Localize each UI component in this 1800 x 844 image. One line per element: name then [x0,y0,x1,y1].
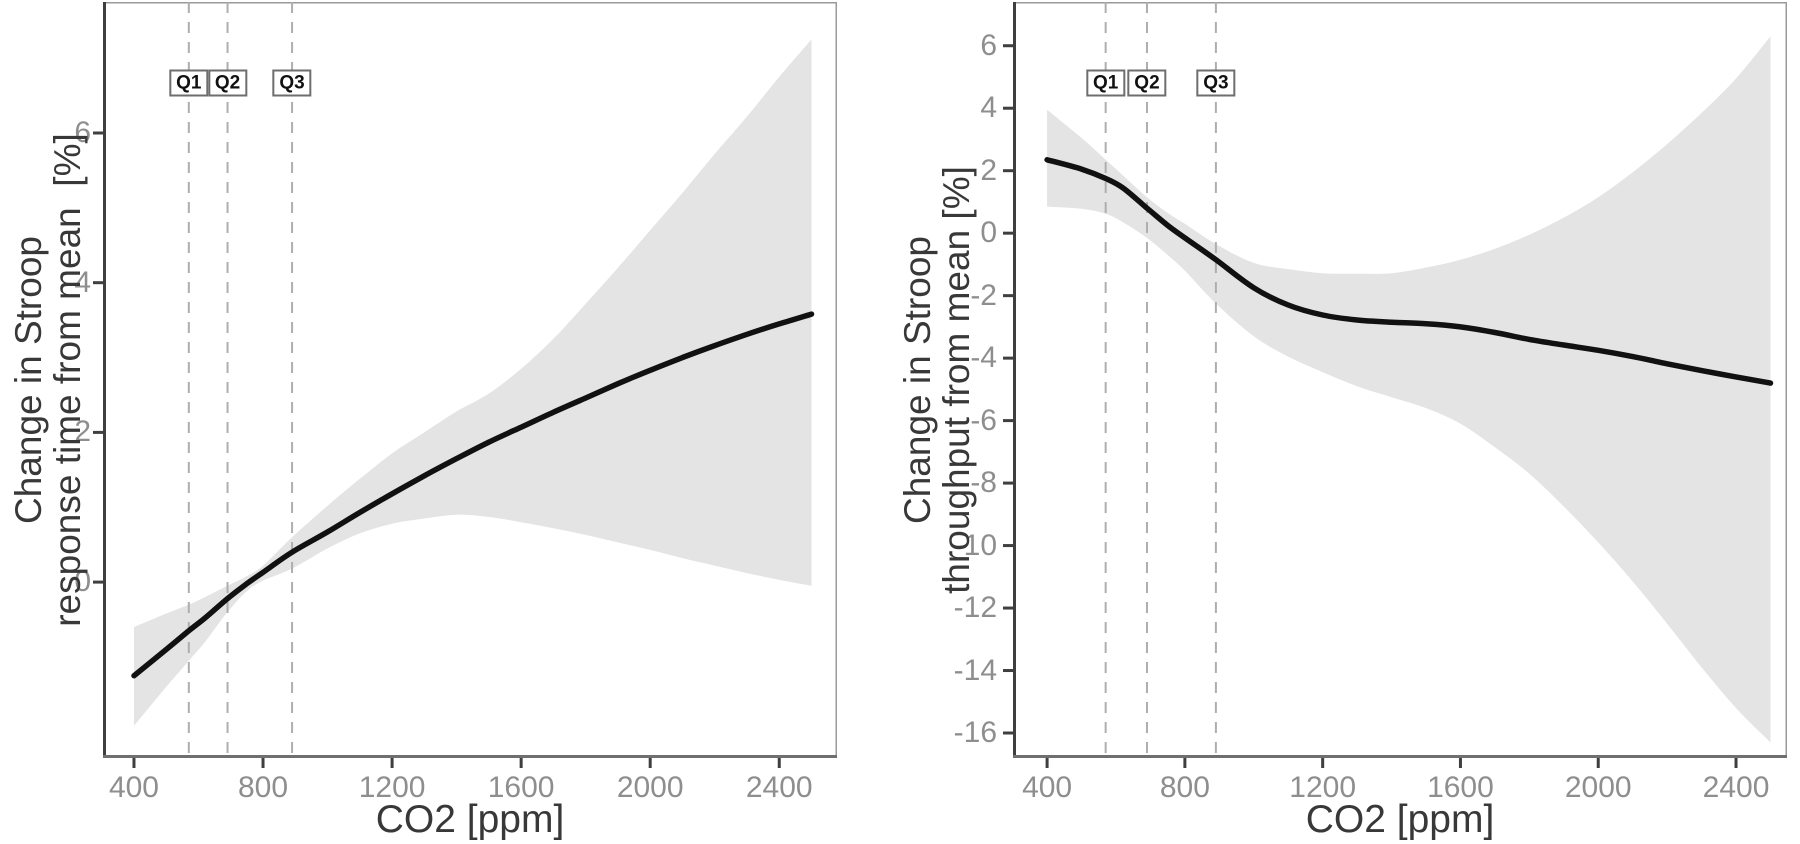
y-tick-label: -12 [953,591,997,625]
x-tick-label: 2000 [616,771,684,804]
y-tick-label: -2 [970,278,997,312]
quartile-label-q1: Q1 [1085,69,1126,97]
y-tick-label: 0 [74,565,91,599]
y-tick-label: 6 [980,28,997,62]
y-tick-label: 2 [980,153,997,187]
x-tick-label: 2000 [1564,771,1632,804]
quartile-label-q2: Q2 [1127,69,1167,97]
stroop-throughput-panel [1003,2,1787,768]
x-tick-label: 2400 [745,771,813,804]
x-tick-label: 1200 [358,771,426,804]
x-tick-label: 1600 [487,771,555,804]
y-tick-label: -16 [953,716,997,749]
y-axis-title: Change in Stroop throughput from mean [%] [897,166,977,594]
x-tick-label: 2400 [1702,771,1770,804]
x-tick-label: 800 [237,771,289,804]
confidence-ribbon [134,39,812,726]
quartile-label-q1: Q1 [169,69,209,97]
smooth-fit-line [1044,157,1774,386]
y-tick-label: 4 [74,265,91,299]
y-tick-label: -8 [970,466,997,500]
quartile-label-q2: Q2 [207,69,248,97]
y-axis-title-line: Change in Stroop [897,236,938,524]
y-tick-label: 6 [74,115,91,149]
quartile-label-q3: Q3 [1196,69,1236,97]
y-tick-label: -4 [970,341,997,375]
x-axis-title: CO2 [ppm] [1305,798,1495,841]
y-tick-label: -6 [970,403,997,437]
y-tick-label: 0 [980,216,997,250]
y-axis-title-line: response time from mean [%] [47,133,88,627]
x-tick-label: 1200 [1289,771,1357,804]
x-tick-label: 400 [108,771,159,804]
stroop-response-time-panel [93,2,837,768]
y-axis-title-line: throughput from mean [%] [936,166,977,594]
y-axis-title-line: Change in Stroop [8,236,49,524]
x-axis-title: CO2 [ppm] [375,798,565,841]
x-tick-label: 800 [1159,771,1210,804]
y-tick-label: -10 [953,528,997,562]
confidence-ribbon [1047,36,1771,743]
quartile-label-q3: Q3 [272,69,312,97]
y-tick-label: 4 [980,91,997,125]
y-tick-label: 2 [74,415,91,449]
y-axis-title: Change in Stroop response time from mean … [8,133,88,627]
x-tick-label: 1600 [1427,771,1494,804]
y-tick-label: -14 [953,653,997,687]
smooth-fit-line [131,311,815,679]
x-tick-label: 400 [1022,771,1073,804]
